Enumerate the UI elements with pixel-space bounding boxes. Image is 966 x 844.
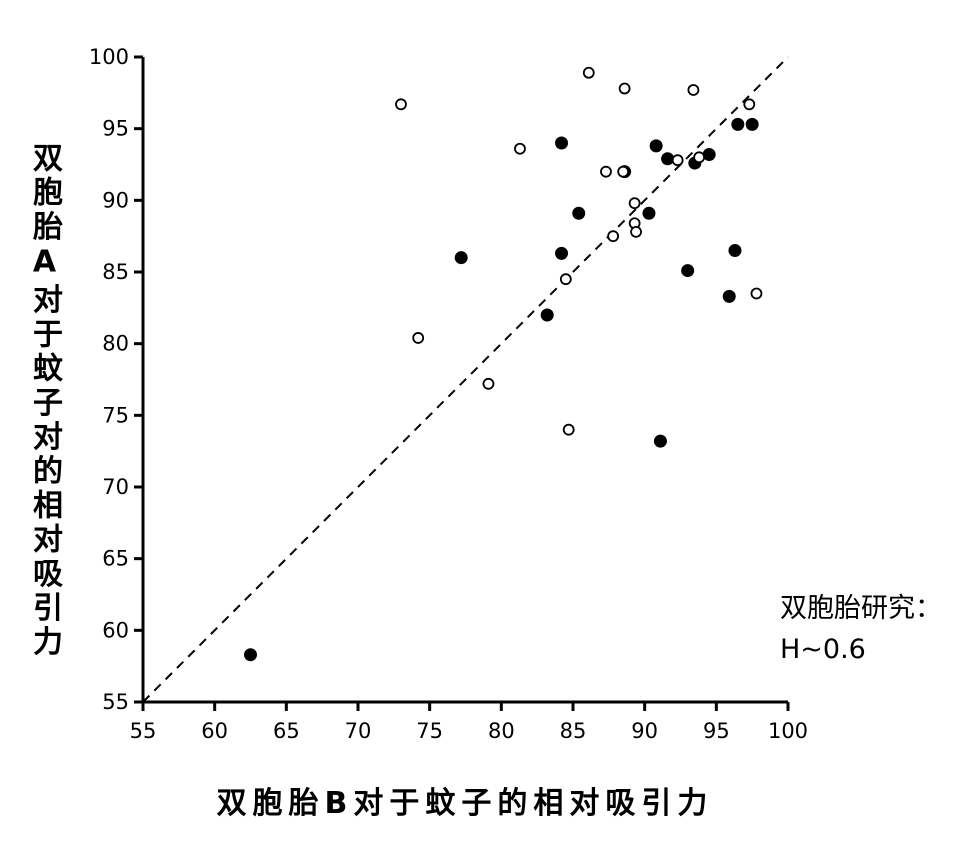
y-tick-label: 80 <box>102 332 129 356</box>
y-axis-title-container: 双胞胎A对于蚊子对的相对吸引力 <box>22 86 66 716</box>
filled-data-point <box>540 308 554 322</box>
filled-data-point <box>642 206 656 220</box>
filled-data-point <box>702 147 716 161</box>
open-data-point <box>582 66 595 79</box>
filled-data-point <box>722 289 736 303</box>
filled-data-point <box>661 152 675 166</box>
filled-data-point <box>244 648 257 662</box>
x-tick-label: 85 <box>560 719 587 743</box>
open-data-point <box>687 84 700 96</box>
filled-data-point <box>745 117 759 131</box>
open-data-point <box>617 165 630 178</box>
y-tick-label: 90 <box>102 188 129 212</box>
filled-data-point <box>681 264 695 278</box>
x-tick-label: 100 <box>768 719 808 743</box>
x-tick-label: 55 <box>130 719 157 743</box>
open-data-point <box>482 377 495 390</box>
x-tick-label: 65 <box>273 719 300 743</box>
open-data-point <box>395 98 407 111</box>
filled-data-point <box>572 206 586 220</box>
filled-data-point <box>653 434 667 448</box>
open-data-point <box>412 332 425 344</box>
y-tick-label: 75 <box>102 403 129 427</box>
open-data-point <box>743 98 756 111</box>
identity-reference-line <box>142 56 789 703</box>
x-tick-label: 90 <box>631 719 658 743</box>
open-data-point <box>600 165 612 178</box>
y-tick-label: 60 <box>102 618 129 642</box>
data-points <box>244 66 763 662</box>
open-data-point <box>514 142 526 155</box>
x-axis-title: 双胞胎B对于蚊子的相对吸引力 <box>216 786 714 821</box>
x-tick-label: 60 <box>201 719 228 743</box>
y-tick-label: 100 <box>89 45 129 69</box>
x-tick-label: 70 <box>345 719 372 743</box>
filled-data-point <box>555 136 569 150</box>
filled-data-point <box>649 139 663 153</box>
filled-data-point <box>728 244 742 257</box>
filled-data-point <box>555 246 569 260</box>
open-data-point <box>562 423 575 436</box>
annotation-heritability: H~0.6 <box>780 634 866 665</box>
open-data-point <box>671 154 684 167</box>
y-axis-title: 双胞胎A对于蚊子对的相对吸引力 <box>27 142 62 660</box>
filled-data-point <box>731 117 745 131</box>
y-tick-label: 70 <box>102 475 129 499</box>
open-data-point <box>693 151 706 164</box>
y-tick-label: 95 <box>102 117 129 141</box>
open-data-point <box>750 287 763 300</box>
open-data-point <box>628 197 641 210</box>
filled-data-point <box>454 251 468 265</box>
axis-ticks: 55 60 65 70 75 80 85 90 95 100 55 60 65 70 75 80 85 90 95 1… <box>89 45 808 743</box>
y-tick-label: 85 <box>102 260 129 284</box>
open-data-point <box>607 230 620 243</box>
open-data-point <box>559 273 572 286</box>
open-data-point <box>618 82 631 95</box>
x-tick-label: 75 <box>416 719 443 743</box>
annotation-study-label: 双胞胎研究： <box>780 593 942 624</box>
x-tick-label: 95 <box>703 719 730 743</box>
y-tick-label: 65 <box>102 547 129 571</box>
open-data-point <box>630 225 642 238</box>
x-tick-label: 80 <box>488 719 515 743</box>
y-tick-label: 55 <box>102 690 129 714</box>
